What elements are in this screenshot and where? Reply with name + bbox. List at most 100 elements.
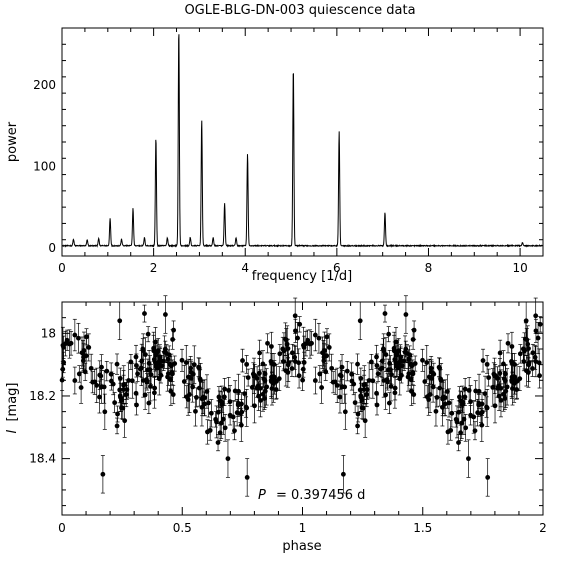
data-point [334, 382, 340, 388]
data-point [466, 387, 472, 393]
data-point [484, 361, 490, 367]
data-point [379, 358, 385, 364]
tick-labels: 0 0.5 1 1.5 2 18 18.2 18.4 [29, 326, 547, 535]
data-point [76, 335, 81, 341]
data-point [453, 416, 459, 422]
data-point [135, 371, 140, 377]
data-point [386, 400, 392, 406]
data-point [146, 360, 152, 366]
data-point [449, 410, 455, 416]
data-point [420, 357, 425, 363]
data-point [157, 358, 163, 364]
data-point [355, 411, 361, 417]
data-point [166, 352, 172, 358]
data-point [171, 327, 176, 333]
data-point [94, 382, 100, 388]
data-point [151, 348, 157, 354]
data-point [497, 370, 503, 376]
data-point [337, 394, 343, 400]
data-point [144, 379, 150, 385]
x-tick-label: 2 [539, 521, 547, 535]
data-point [391, 348, 397, 354]
data-point [153, 339, 158, 345]
y-tick-label: 18 [41, 326, 56, 340]
data-point [226, 387, 232, 393]
data-point [271, 374, 277, 380]
data-point [504, 384, 510, 390]
data-point [428, 365, 434, 371]
data-point [285, 370, 291, 375]
data-point [227, 412, 233, 418]
data-point [84, 334, 89, 340]
data-point [208, 410, 214, 416]
data-point [437, 385, 443, 391]
data-point [312, 378, 318, 383]
data-point [168, 363, 174, 369]
data-point [463, 425, 469, 431]
data-point [260, 361, 266, 367]
data-point [456, 409, 462, 415]
data-point [393, 339, 399, 345]
data-point [339, 384, 345, 390]
data-point [122, 418, 128, 424]
data-point [312, 332, 318, 338]
period-symbol: P [258, 488, 266, 503]
data-point [437, 365, 443, 371]
data-point [533, 359, 539, 364]
data-point [83, 353, 89, 359]
data-point [196, 365, 202, 371]
data-point [198, 378, 204, 383]
x-tick-label: 1.5 [413, 521, 432, 535]
data-point [184, 394, 190, 400]
data-point [517, 351, 523, 357]
data-point [495, 375, 501, 381]
data-point [532, 354, 538, 360]
data-point [99, 384, 104, 390]
data-point [281, 348, 287, 354]
data-point [512, 362, 517, 367]
data-point [424, 360, 430, 365]
data-point [408, 388, 414, 394]
data-point [525, 341, 531, 347]
data-point [148, 383, 153, 389]
data-point [207, 427, 213, 433]
data-point [162, 346, 168, 352]
y-tick-label: 0 [48, 241, 56, 255]
data-point [484, 405, 490, 411]
data-point [196, 385, 202, 391]
data-point [468, 412, 474, 418]
data-point [405, 374, 411, 380]
data-point [441, 394, 446, 400]
data-point [200, 394, 206, 400]
data-point [501, 376, 507, 382]
data-point [161, 358, 166, 364]
data-point [530, 350, 536, 356]
data-point [249, 385, 255, 390]
data-point [86, 345, 92, 350]
data-point [153, 352, 159, 358]
data-point [480, 358, 486, 363]
data-point [204, 389, 210, 394]
data-point [510, 386, 515, 391]
data-point [297, 321, 303, 327]
data-point [349, 371, 355, 377]
data-point [168, 388, 174, 394]
data-point [215, 409, 221, 415]
data-point [254, 375, 260, 381]
data-point [262, 396, 267, 401]
data-point [502, 396, 508, 401]
data-point [433, 408, 439, 414]
data-point [364, 392, 369, 397]
data-point [442, 401, 448, 407]
data-point [462, 386, 468, 392]
data-point [411, 392, 417, 397]
data-point [238, 422, 244, 428]
data-point [170, 371, 175, 377]
data-point [156, 376, 162, 382]
data-point [221, 416, 226, 422]
data-point [411, 327, 417, 333]
y-tick-label: 18.2 [29, 389, 56, 403]
data-point [410, 371, 416, 377]
axis-ticks [61, 301, 544, 515]
